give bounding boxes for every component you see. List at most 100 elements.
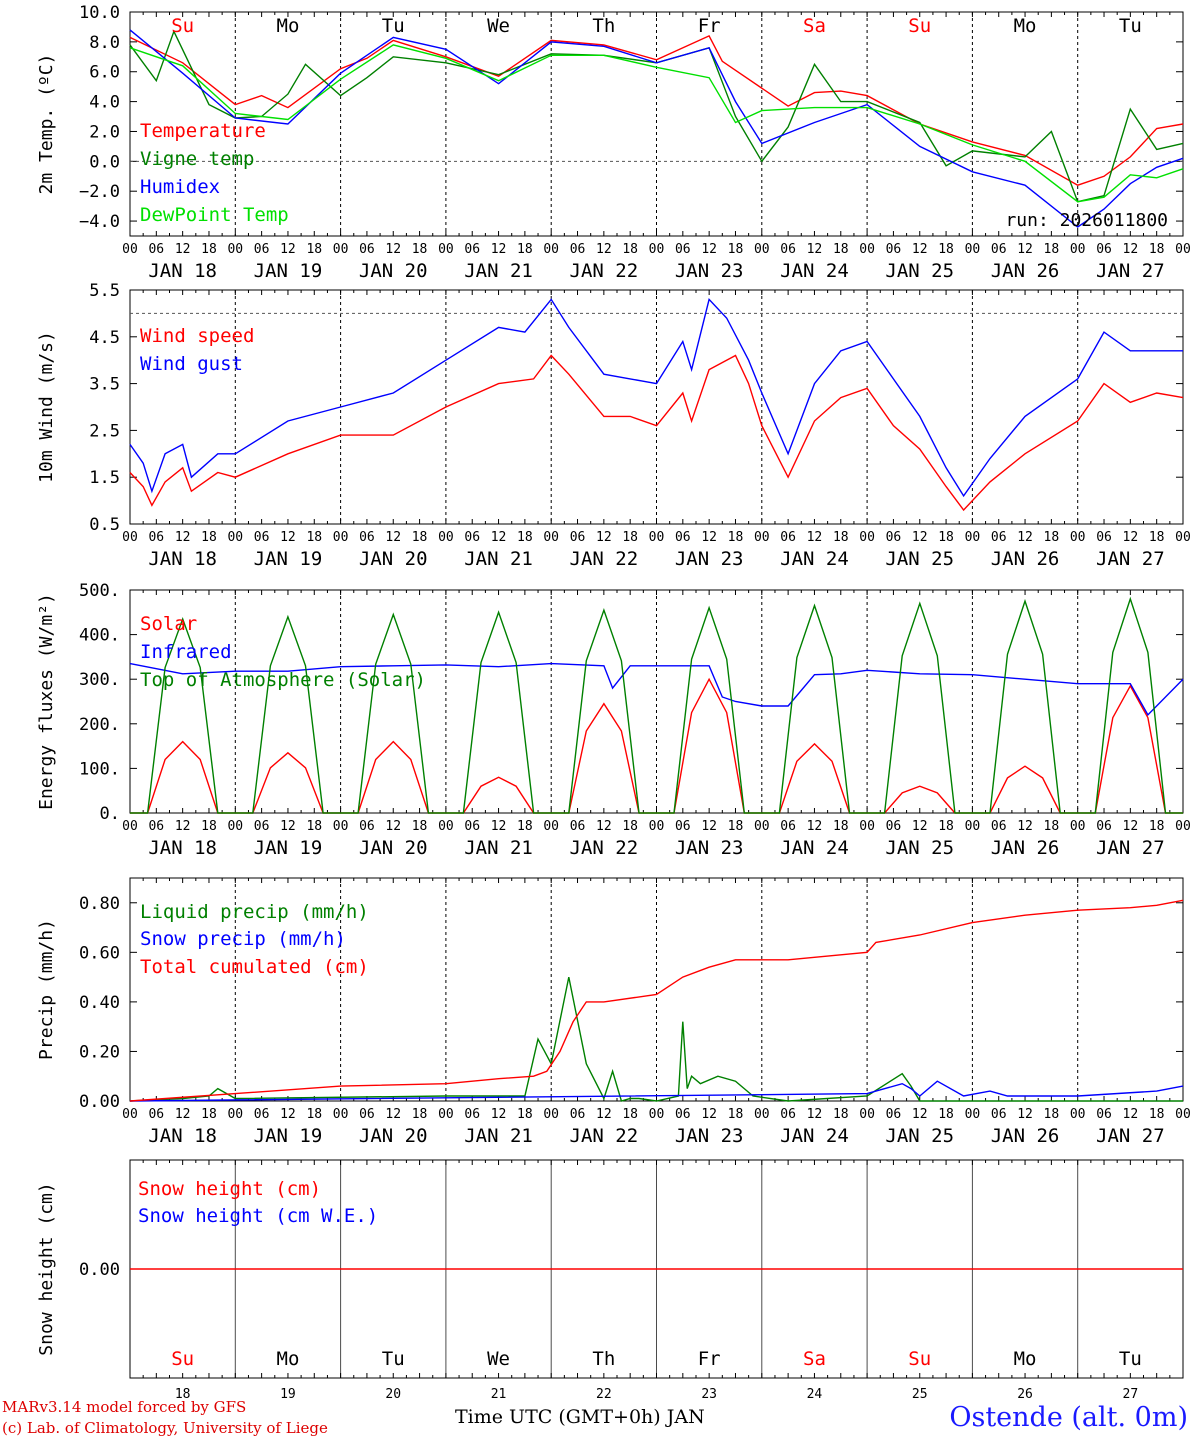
hour-tick-label: 00 <box>227 530 243 545</box>
hour-tick-label: 06 <box>464 1107 480 1122</box>
hour-tick-label: 18 <box>833 530 849 545</box>
hour-tick-label: 06 <box>886 819 902 834</box>
hour-tick-label: 18 <box>1044 530 1060 545</box>
y-tick-label: 500. <box>79 581 120 601</box>
hour-tick-label: 18 <box>1149 530 1165 545</box>
weekday-label: Tu <box>382 1348 405 1370</box>
legend-entry: Humidex <box>140 176 220 198</box>
hour-tick-label: 18 <box>306 819 322 834</box>
date-label: JAN 20 <box>359 837 428 859</box>
y-tick-label: 200. <box>79 715 120 735</box>
hour-tick-label: 06 <box>254 530 270 545</box>
day-number-label: 20 <box>385 1387 401 1402</box>
hour-tick-label: 06 <box>570 242 586 257</box>
hour-tick-label: 18 <box>728 1107 744 1122</box>
legend-entry: Snow height (cm) <box>138 1178 321 1200</box>
legend-entry: Wind gust <box>140 353 243 375</box>
y-tick-label: 0.20 <box>79 1042 120 1062</box>
hour-tick-label: 18 <box>517 242 533 257</box>
hour-tick-label: 18 <box>1044 819 1060 834</box>
hour-tick-label: 18 <box>938 1107 954 1122</box>
lab-credit: (c) Lab. of Climatology, University of L… <box>2 1419 328 1437</box>
weekday-label: We <box>487 15 510 37</box>
weekday-label: Tu <box>1119 15 1142 37</box>
hour-tick-label: 18 <box>201 819 217 834</box>
hour-tick-label: 00 <box>965 530 981 545</box>
hour-tick-label: 12 <box>491 819 507 834</box>
hour-tick-label: 18 <box>1044 1107 1060 1122</box>
date-label: JAN 21 <box>464 1125 533 1147</box>
weekday-label: Su <box>171 15 194 37</box>
weekday-label: Fr <box>698 15 721 37</box>
hour-tick-label: 18 <box>306 530 322 545</box>
weekday-label: Su <box>908 15 931 37</box>
hour-tick-label: 18 <box>833 1107 849 1122</box>
hour-tick-label: 12 <box>1017 819 1033 834</box>
hour-tick-label: 18 <box>201 1107 217 1122</box>
series-temperature <box>129 34 1184 186</box>
hour-tick-label: 00 <box>965 1107 981 1122</box>
date-label: JAN 23 <box>675 1125 744 1147</box>
hour-tick-label: 12 <box>596 242 612 257</box>
y-tick-label: 0.00 <box>79 1260 120 1280</box>
series-wind-gust <box>129 297 1183 498</box>
hour-tick-label: 12 <box>175 1107 191 1122</box>
day-number-label: 26 <box>1017 1387 1033 1402</box>
hour-tick-label: 12 <box>175 242 191 257</box>
hour-tick-label: 00 <box>1175 1107 1191 1122</box>
hour-tick-label: 12 <box>596 819 612 834</box>
y-tick-label: 0. <box>100 804 120 824</box>
hour-tick-label: 06 <box>1096 1107 1112 1122</box>
y-tick-label: −2.0 <box>79 182 120 202</box>
series-humidex <box>129 29 1184 228</box>
series-total-cumulated-cm <box>129 899 1184 1102</box>
hour-tick-label: 00 <box>438 1107 454 1122</box>
weekday-label: Mo <box>1014 1348 1037 1370</box>
date-label: JAN 19 <box>254 837 323 859</box>
y-axis-label: Energy fluxes (W/m²) <box>36 593 57 810</box>
hour-tick-label: 18 <box>1149 1107 1165 1122</box>
weekday-label: Mo <box>277 15 300 37</box>
date-label: JAN 27 <box>1096 837 1165 859</box>
date-label: JAN 22 <box>570 260 639 282</box>
hour-tick-label: 18 <box>306 1107 322 1122</box>
hour-tick-label: 06 <box>675 242 691 257</box>
hour-tick-label: 00 <box>438 819 454 834</box>
hour-tick-label: 12 <box>385 819 401 834</box>
hour-tick-label: 18 <box>833 819 849 834</box>
hour-tick-label: 06 <box>886 530 902 545</box>
day-number-label: 23 <box>701 1387 717 1402</box>
hour-tick-label: 00 <box>227 1107 243 1122</box>
legend-entry: DewPoint Temp <box>140 204 289 226</box>
y-tick-label: 4.0 <box>89 93 120 113</box>
hour-tick-label: 00 <box>649 242 665 257</box>
weekday-label: Su <box>908 1348 931 1370</box>
hour-tick-label: 00 <box>543 530 559 545</box>
hour-tick-label: 06 <box>991 530 1007 545</box>
hour-tick-label: 06 <box>148 242 164 257</box>
weekday-label: Th <box>592 1348 615 1370</box>
hour-tick-label: 00 <box>1175 819 1191 834</box>
series-infrared <box>129 662 1184 717</box>
hour-tick-label: 06 <box>254 819 270 834</box>
date-label: JAN 22 <box>570 1125 639 1147</box>
date-label: JAN 26 <box>991 548 1060 570</box>
model-credit: MARv3.14 model forced by GFS <box>2 1398 247 1416</box>
run-label: run: 2026011800 <box>1005 210 1168 231</box>
hour-tick-label: 06 <box>780 242 796 257</box>
date-label: JAN 24 <box>780 837 849 859</box>
hour-tick-label: 00 <box>859 819 875 834</box>
day-number-label: 19 <box>280 1387 296 1402</box>
hour-tick-label: 18 <box>728 530 744 545</box>
hour-tick-label: 12 <box>912 819 928 834</box>
date-label: JAN 26 <box>991 1125 1060 1147</box>
weekday-label: Mo <box>1014 15 1037 37</box>
day-number-label: 24 <box>807 1387 823 1402</box>
date-label: JAN 20 <box>359 548 428 570</box>
hour-tick-label: 12 <box>280 530 296 545</box>
hour-tick-label: 12 <box>807 1107 823 1122</box>
hour-tick-label: 00 <box>543 1107 559 1122</box>
date-label: JAN 24 <box>780 548 849 570</box>
legend-entry: Liquid precip (mm/h) <box>140 901 369 923</box>
hour-tick-label: 18 <box>938 530 954 545</box>
